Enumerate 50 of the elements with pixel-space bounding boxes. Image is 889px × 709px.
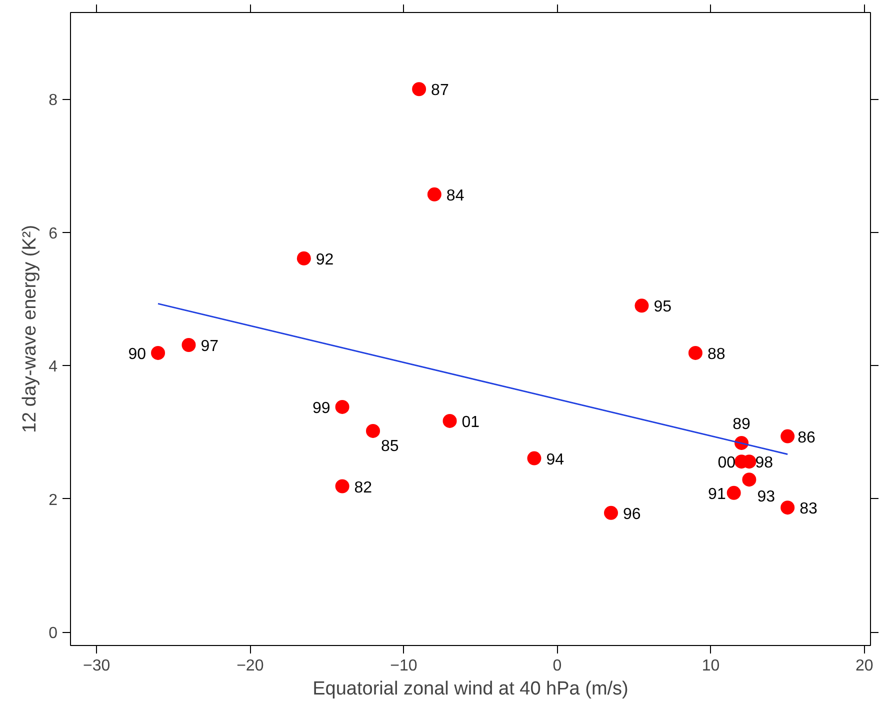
point [366, 424, 380, 438]
annotation: 92 [316, 251, 334, 268]
x-tick-label: −30 [83, 658, 110, 674]
point [296, 251, 311, 266]
y-tick-label: 2 [48, 492, 58, 509]
annotation: 90 [128, 346, 146, 363]
annotation: 93 [757, 488, 776, 506]
point [780, 500, 795, 515]
annotation: 84 [446, 187, 464, 204]
point [335, 479, 350, 494]
annotation: 91 [708, 486, 726, 503]
y-tick-label: 6 [48, 225, 58, 242]
x-axis-title: Equatorial zonal wind at 40 hPa (m/s) [312, 678, 628, 700]
x-tick-label: −20 [236, 658, 264, 674]
point [604, 506, 618, 520]
annotation: 95 [654, 298, 672, 316]
x-tick-label: −10 [390, 658, 418, 674]
x-tick-label: 0 [552, 658, 562, 674]
annotation: 82 [354, 479, 372, 496]
annotation: 01 [462, 414, 480, 431]
x-tick-label: 20 [855, 658, 874, 674]
annotation: 97 [200, 338, 219, 355]
point [442, 414, 457, 428]
annotation: 83 [800, 500, 818, 518]
point [427, 187, 442, 202]
y-axis-title: 12 day-wave energy (K²) [20, 224, 41, 434]
point [527, 451, 542, 466]
point [742, 472, 756, 487]
y-tick-label: 8 [48, 92, 58, 110]
point [412, 82, 426, 96]
annotation: 00 [718, 454, 736, 472]
annotation: 89 [732, 416, 751, 433]
point [335, 400, 350, 414]
annotation: 87 [431, 82, 449, 100]
annotation: 88 [707, 346, 726, 363]
point [726, 486, 741, 500]
y-tick-label: 0 [48, 625, 58, 642]
point [634, 298, 649, 313]
annotation: 94 [546, 451, 564, 468]
point [688, 346, 702, 360]
annotation: 98 [755, 454, 774, 472]
annotation: 85 [380, 438, 399, 455]
x-tick-label: 10 [702, 658, 720, 674]
point [182, 338, 196, 352]
point [780, 429, 795, 444]
annotation: 86 [798, 429, 816, 446]
y-tick-label: 4 [48, 358, 58, 376]
annotation: 99 [312, 400, 330, 417]
point [151, 346, 166, 360]
annotation: 96 [623, 506, 641, 523]
